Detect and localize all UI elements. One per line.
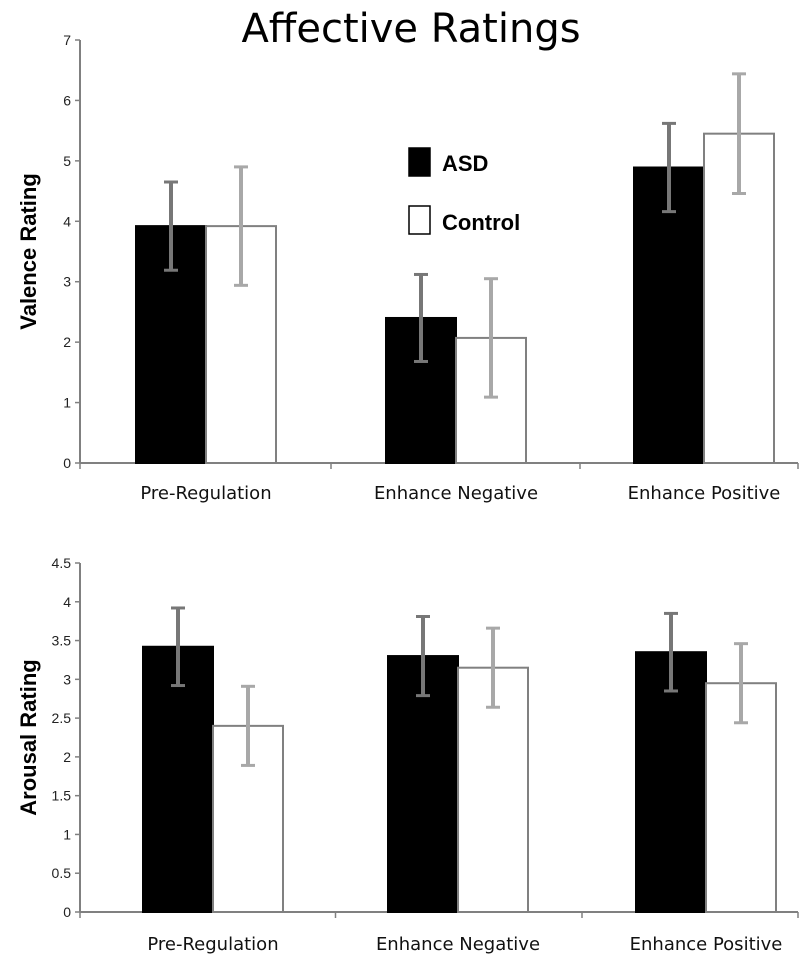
y-tick-label: 2 bbox=[63, 334, 71, 350]
y-tick-label: 2 bbox=[63, 749, 71, 765]
x-category-label: Enhance Positive bbox=[630, 934, 783, 955]
y-tick-label: 3 bbox=[63, 671, 71, 687]
legend-swatch-control bbox=[408, 205, 431, 235]
y-tick-label: 1 bbox=[63, 826, 71, 842]
x-category-label: Enhance Negative bbox=[374, 483, 538, 504]
legend-label-asd: ASD bbox=[442, 151, 488, 176]
y-tick-label: 4.5 bbox=[52, 555, 72, 571]
y-tick-label: 0.5 bbox=[52, 865, 72, 881]
y-tick-label: 1 bbox=[63, 395, 71, 411]
y-tick-label: 4 bbox=[63, 213, 71, 229]
y-tick-label: 5 bbox=[63, 153, 71, 169]
y-tick-label: 0 bbox=[63, 904, 71, 920]
asd-bar bbox=[635, 651, 707, 913]
x-category-label: Enhance Negative bbox=[376, 934, 540, 955]
y-axis-title: Valence Rating bbox=[16, 173, 41, 330]
x-category-label: Pre-Regulation bbox=[140, 483, 271, 504]
chart-title: Affective Ratings bbox=[241, 6, 581, 52]
y-tick-label: 6 bbox=[63, 92, 71, 108]
y-tick-label: 1.5 bbox=[52, 788, 72, 804]
asd-bar bbox=[387, 655, 459, 913]
y-tick-label: 3 bbox=[63, 274, 71, 290]
y-tick-label: 0 bbox=[63, 455, 71, 471]
x-category-label: Enhance Positive bbox=[628, 483, 781, 504]
control-bar bbox=[705, 682, 777, 914]
legend-swatch-asd bbox=[408, 147, 431, 177]
y-axis-title: Arousal Rating bbox=[16, 659, 41, 815]
asd-bar bbox=[142, 645, 214, 913]
y-tick-label: 3.5 bbox=[52, 633, 72, 649]
y-tick-label: 4 bbox=[63, 594, 71, 610]
y-tick-label: 2.5 bbox=[52, 710, 72, 726]
asd-bar bbox=[633, 166, 705, 465]
x-category-label: Pre-Regulation bbox=[147, 934, 278, 955]
y-tick-label: 7 bbox=[63, 32, 71, 48]
legend-label-control: Control bbox=[442, 210, 520, 235]
